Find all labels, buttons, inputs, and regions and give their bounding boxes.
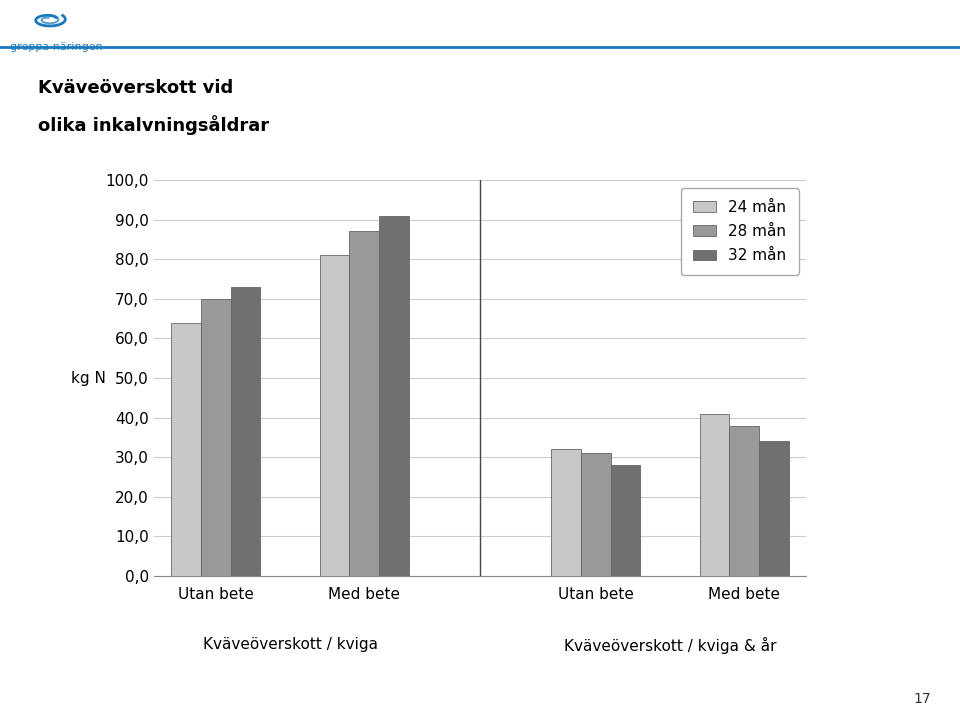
Bar (379, 216, 409, 576)
Bar (172, 323, 201, 576)
Y-axis label: kg N: kg N (71, 371, 106, 385)
Bar (551, 449, 581, 576)
Bar (730, 426, 759, 576)
Bar (581, 454, 611, 576)
Text: Kväveöverskott / kviga: Kväveöverskott / kviga (203, 637, 377, 652)
Bar (700, 413, 730, 576)
Text: Kväveöverskott vid: Kväveöverskott vid (38, 79, 233, 97)
Text: olika inkalvningsåldrar: olika inkalvningsåldrar (38, 115, 270, 135)
Bar (349, 232, 379, 576)
Text: Kväveöverskott / kviga & år: Kväveöverskott / kviga & år (564, 637, 776, 654)
Bar (230, 287, 260, 576)
Bar (611, 465, 640, 576)
Legend: 24 mån, 28 mån, 32 mån: 24 mån, 28 mån, 32 mån (681, 188, 799, 276)
Text: 17: 17 (914, 692, 931, 706)
Bar (201, 299, 230, 576)
Text: greppa näringen: greppa näringen (10, 42, 103, 52)
Bar (320, 256, 349, 576)
Bar (759, 441, 788, 576)
